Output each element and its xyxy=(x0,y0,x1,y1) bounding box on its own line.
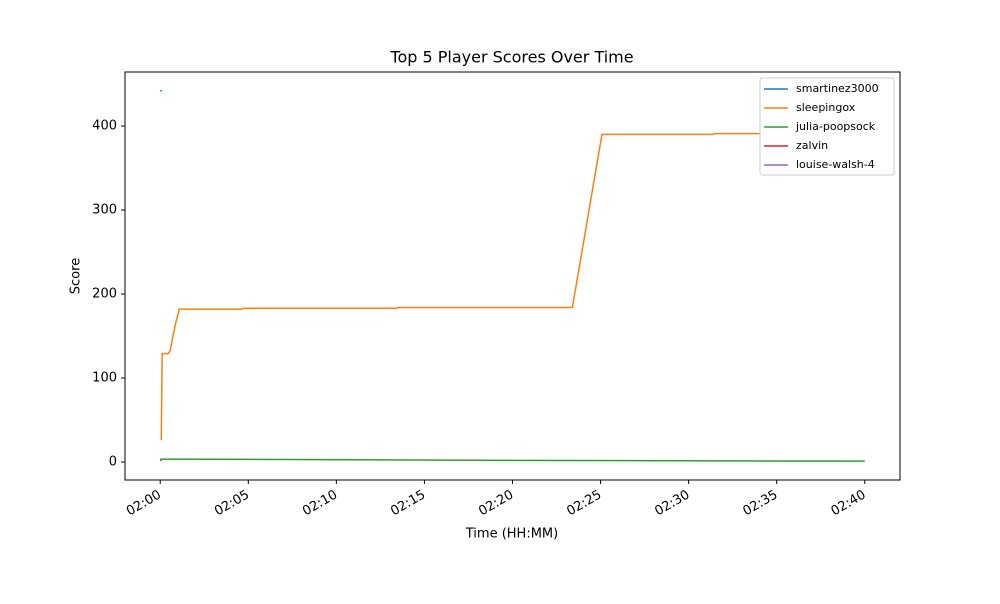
y-tick-label: 200 xyxy=(92,287,117,302)
legend-label: louise-walsh-4 xyxy=(796,158,875,171)
y-tick-label: 300 xyxy=(92,203,117,218)
line-series xyxy=(160,132,865,441)
plot-area xyxy=(160,89,865,462)
y-axis-label: Score xyxy=(69,258,84,294)
y-tick-label: 100 xyxy=(92,371,117,386)
line-series xyxy=(160,458,865,462)
legend-label: smartinez3000 xyxy=(796,82,879,95)
legend-label: julia-poopsock xyxy=(795,120,876,133)
legend-label: zalvin xyxy=(796,139,828,152)
y-tick-label: 0 xyxy=(109,455,117,470)
legend-label: sleepingox xyxy=(796,101,856,114)
x-axis-label: Time (HH:MM) xyxy=(465,527,558,542)
legend-box xyxy=(759,77,895,176)
y-tick-label: 400 xyxy=(92,119,117,134)
chart-title: Top 5 Player Scores Over Time xyxy=(389,48,633,67)
